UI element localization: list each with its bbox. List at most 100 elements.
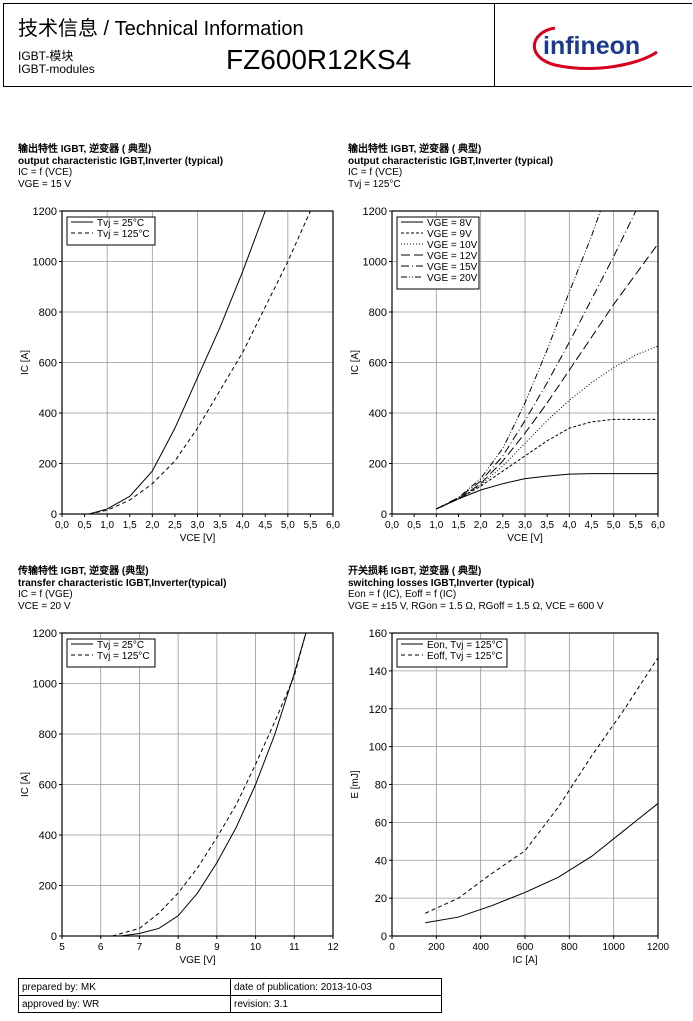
infineon-logo: infineon: [532, 26, 658, 70]
x-tick-label: 0,5: [407, 520, 421, 531]
y-tick-label: 400: [369, 408, 387, 420]
publication-date: date of publication: 2013-10-03: [230, 978, 442, 996]
y-tick-label: 400: [39, 830, 57, 842]
legend-label: Tvj = 125°C: [97, 229, 150, 240]
x-tick-label: 8: [175, 942, 181, 953]
y-axis-label: IC [A]: [20, 350, 31, 375]
x-tick-label: 1,0: [100, 520, 114, 531]
x-tick-label: 1,5: [123, 520, 137, 531]
y-tick-label: 1000: [363, 257, 387, 269]
series-line: [436, 418, 658, 510]
x-tick-label: 5: [59, 942, 65, 953]
series-line: [436, 345, 659, 510]
subtitle-en: IGBT-modules: [18, 62, 95, 76]
x-tick-label: 7: [137, 942, 143, 953]
x-tick-label: 3,5: [213, 520, 227, 531]
y-tick-label: 1200: [363, 206, 387, 218]
series-line: [425, 803, 659, 924]
legend-label: Tvj = 25°C: [97, 640, 144, 651]
x-tick-label: 5,5: [629, 520, 643, 531]
x-axis-label: VGE [V]: [179, 955, 215, 966]
y-tick-label: 1200: [33, 628, 57, 640]
legend-label: VGE = 10V: [427, 240, 478, 251]
x-tick-label: 10: [250, 942, 262, 953]
series-line: [436, 243, 659, 510]
revision: revision: 3.1: [230, 995, 442, 1013]
x-tick-label: 4,5: [585, 520, 599, 531]
x-tick-label: 600: [517, 942, 534, 953]
caption-condition: VGE = 15 V: [18, 178, 72, 190]
legend-label: VGE = 12V: [427, 251, 478, 262]
y-tick-label: 140: [369, 666, 387, 678]
header-divider: [494, 3, 495, 86]
chart1-caption: 输出特性 IGBT, 逆变器 ( 典型) output characterist…: [18, 144, 223, 190]
y-tick-label: 1000: [33, 257, 57, 269]
caption-en: output characteristic IGBT,Inverter (typ…: [348, 155, 554, 167]
y-tick-label: 160: [369, 628, 387, 640]
x-tick-label: 4,5: [258, 520, 272, 531]
plot-frame: [391, 632, 659, 937]
x-tick-label: 6,0: [326, 520, 340, 531]
chart4-caption: 开关损耗 IGBT, 逆变器 ( 典型) switching losses IG…: [348, 566, 604, 612]
caption-function: IC = f (VGE): [18, 589, 73, 600]
legend-label: VGE = 9V: [427, 229, 472, 240]
series-line: [425, 657, 659, 914]
y-tick-label: 200: [39, 881, 57, 893]
y-tick-label: 1000: [33, 679, 57, 691]
y-tick-label: 0: [51, 509, 57, 521]
x-tick-label: 4,0: [562, 520, 576, 531]
legend-label: Eoff, Tvj = 125°C: [427, 651, 503, 662]
x-tick-label: 1000: [603, 942, 626, 953]
x-tick-label: 3,5: [540, 520, 554, 531]
y-tick-label: 80: [375, 780, 387, 792]
footer-table: prepared by: MK date of publication: 2013…: [18, 978, 442, 1013]
x-tick-label: 400: [472, 942, 489, 953]
x-tick-label: 0,0: [385, 520, 399, 531]
caption-cn: 输出特性 IGBT, 逆变器 ( 典型): [348, 144, 482, 155]
x-tick-label: 9: [214, 942, 220, 953]
x-tick-label: 3,0: [518, 520, 532, 531]
x-tick-label: 200: [428, 942, 445, 953]
plot-frame: [61, 632, 334, 937]
series-line: [436, 473, 658, 510]
series-line: [436, 210, 637, 510]
prepared-by: prepared by: MK: [18, 978, 231, 996]
legend-label: VGE = 15V: [427, 262, 478, 273]
x-tick-label: 2,5: [168, 520, 182, 531]
chart2-caption: 输出特性 IGBT, 逆变器 ( 典型) output characterist…: [348, 144, 553, 190]
chart3-caption: 传输特性 IGBT, 逆变器 (典型) transfer characteris…: [18, 566, 226, 612]
x-tick-label: 2,0: [145, 520, 159, 531]
caption-en: output characteristic IGBT,Inverter (typ…: [18, 155, 224, 167]
series-line: [120, 632, 307, 937]
x-tick-label: 1,0: [429, 520, 443, 531]
legend-label: Eon, Tvj = 125°C: [427, 640, 503, 651]
header-box: [3, 3, 692, 87]
x-tick-label: 800: [561, 942, 578, 953]
x-tick-label: 6: [98, 942, 104, 953]
caption-condition: VCE = 20 V: [18, 600, 71, 612]
page-title: 技术信息 / Technical Information: [18, 18, 304, 40]
y-axis-label: IC [A]: [350, 350, 361, 375]
x-tick-label: 11: [289, 942, 300, 953]
series-line: [436, 210, 601, 510]
x-tick-label: 5,0: [281, 520, 295, 531]
series-line: [88, 210, 311, 515]
caption-en: transfer characteristic IGBT,Inverter(ty…: [18, 577, 227, 589]
y-tick-label: 800: [369, 307, 387, 319]
series-line: [112, 632, 307, 937]
subtitle-cn: IGBT-模块: [18, 49, 74, 63]
series-line: [88, 210, 266, 515]
x-tick-label: 4,0: [236, 520, 250, 531]
caption-cn: 开关损耗 IGBT, 逆变器 ( 典型): [348, 566, 482, 577]
y-tick-label: 40: [375, 855, 387, 867]
y-tick-label: 100: [369, 742, 387, 754]
x-tick-label: 1200: [647, 942, 670, 953]
y-tick-label: 60: [375, 817, 387, 829]
y-tick-label: 600: [369, 358, 387, 370]
y-axis-label: IC [A]: [20, 772, 31, 797]
legend-label: Tvj = 25°C: [97, 218, 144, 229]
chart-2: 0 200 400 600 800 1000 1200 0,0 0,5 1,0 1,5 2,0 2,5 3…: [350, 206, 665, 544]
caption-function: IC = f (VCE): [18, 167, 73, 178]
legend-label: VGE = 8V: [427, 218, 472, 229]
